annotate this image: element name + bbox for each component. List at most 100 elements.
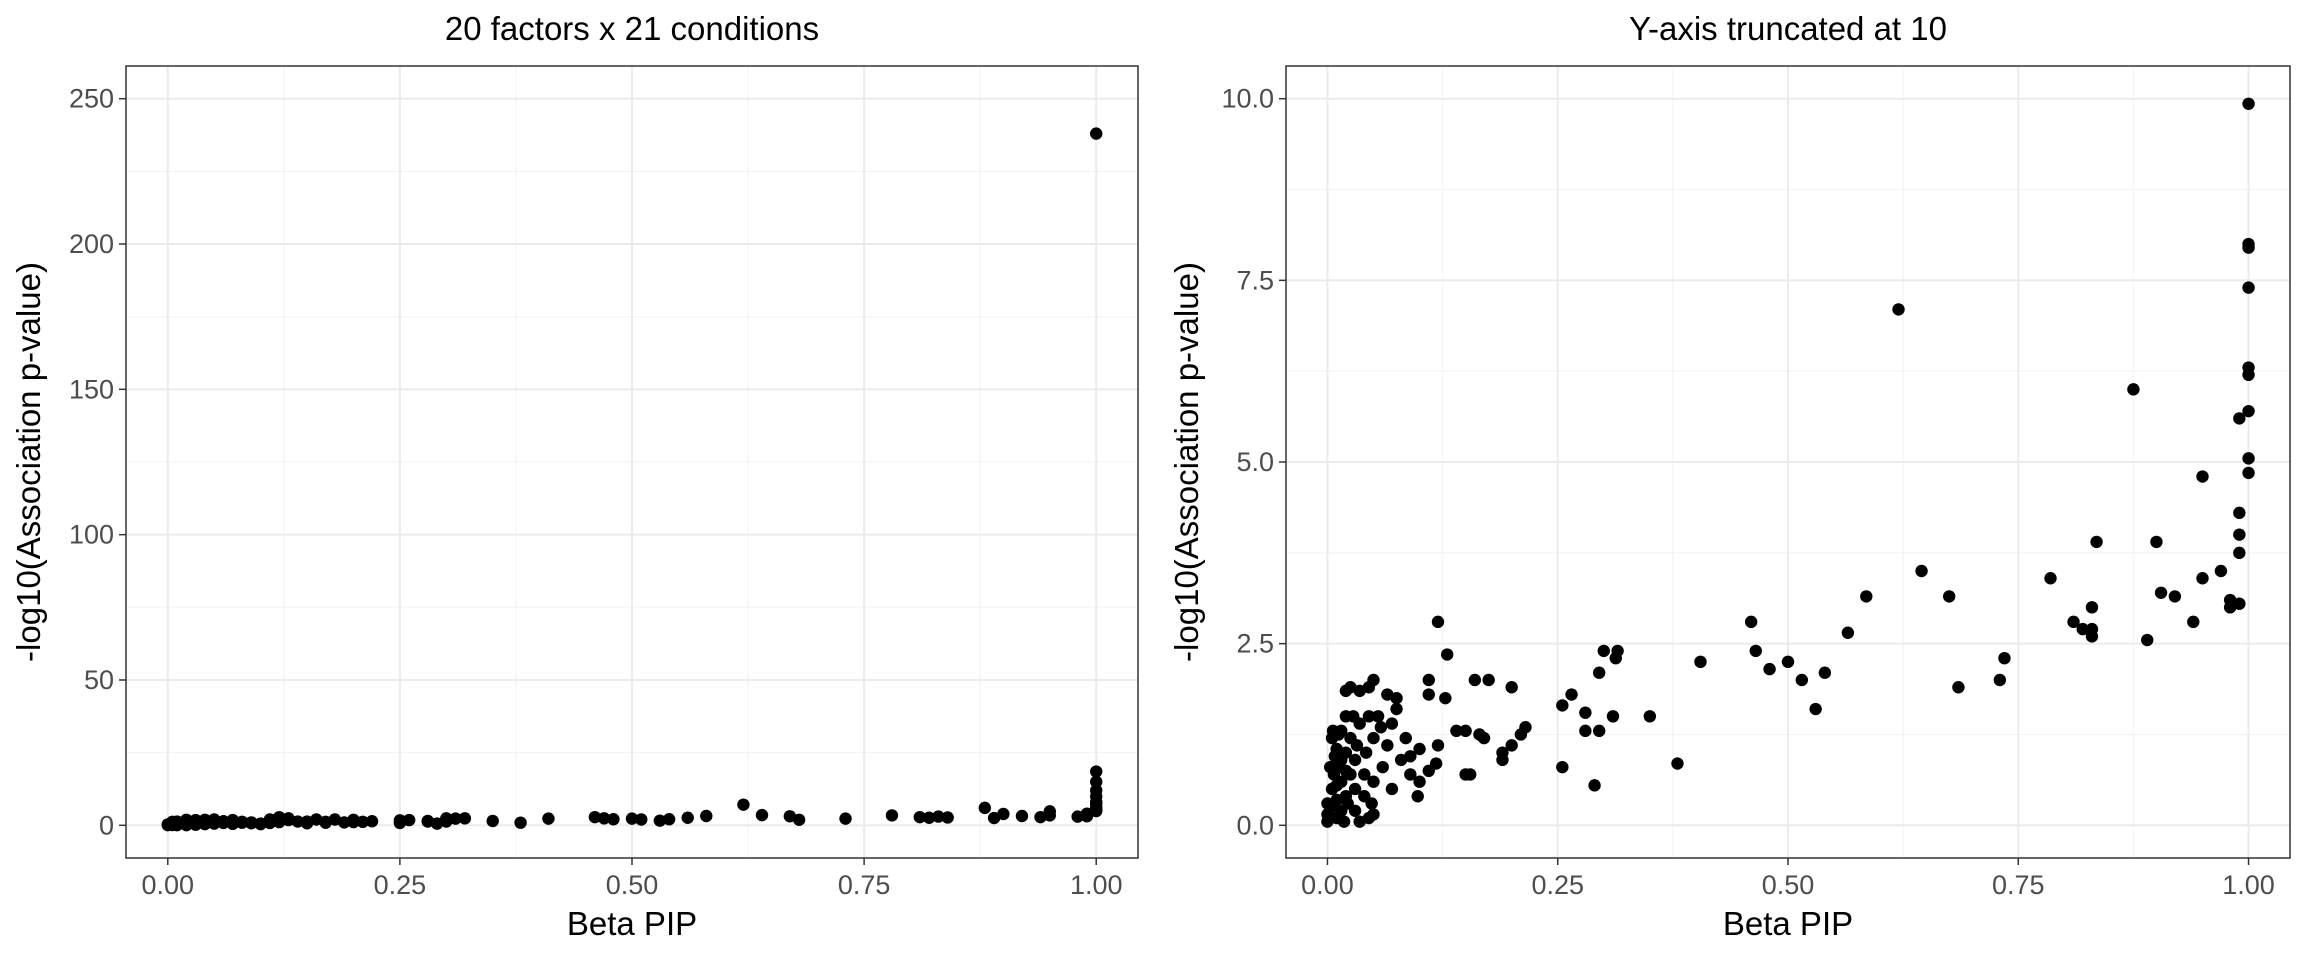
data-point	[1597, 644, 1610, 658]
data-point	[1374, 721, 1388, 734]
data-point	[440, 815, 453, 828]
data-point	[2242, 241, 2255, 254]
data-point	[1071, 810, 1084, 823]
data-point	[1915, 564, 1928, 578]
data-point	[1080, 810, 1094, 823]
data-point	[514, 816, 527, 829]
data-point	[2044, 572, 2057, 585]
data-point	[1565, 688, 1578, 701]
data-point	[588, 810, 602, 824]
data-point	[272, 815, 286, 829]
data-point	[486, 814, 499, 828]
data-point	[625, 812, 639, 825]
y-tick-label: 0	[99, 810, 114, 840]
x-tick-label: 0.50	[606, 870, 659, 900]
data-point	[161, 818, 174, 832]
data-point	[2150, 535, 2163, 549]
data-point	[1841, 626, 1855, 639]
data-point	[1321, 797, 1334, 810]
data-point	[1781, 655, 1795, 669]
data-point	[1359, 746, 1373, 759]
data-point	[1328, 750, 1342, 763]
data-point	[1431, 615, 1445, 629]
data-point	[1422, 764, 1435, 778]
data-point	[635, 813, 648, 826]
data-point	[2085, 601, 2099, 614]
data-point	[2085, 630, 2099, 643]
data-point	[1998, 651, 2011, 665]
data-point	[681, 811, 694, 824]
data-point	[421, 814, 434, 828]
data-point	[1413, 742, 1426, 756]
data-point	[1367, 808, 1380, 821]
data-point	[997, 807, 1010, 821]
data-point	[2242, 368, 2255, 382]
x-axis-label: Beta PIP	[1723, 905, 1853, 942]
data-point	[1015, 809, 1029, 823]
data-point	[1643, 710, 1657, 723]
data-point	[542, 812, 555, 825]
data-point	[1609, 651, 1622, 665]
data-point	[1371, 710, 1385, 723]
data-point	[189, 818, 202, 831]
data-point	[2196, 572, 2209, 585]
data-point	[662, 812, 676, 826]
data-point	[978, 801, 992, 815]
data-point	[1394, 753, 1408, 767]
x-tick-label: 1.00	[1070, 870, 1123, 900]
data-point	[1348, 753, 1362, 767]
data-point	[1431, 739, 1445, 752]
y-tick-label: 100	[69, 520, 114, 550]
y-tick-label: 10.0	[1221, 84, 1274, 114]
data-point	[1348, 782, 1362, 796]
data-point	[2187, 615, 2200, 629]
data-point	[1606, 710, 1620, 723]
data-point	[1744, 615, 1758, 629]
data-point	[1439, 691, 1452, 705]
data-point	[737, 798, 750, 811]
data-point	[755, 808, 769, 822]
chart-panel-1: 0.00 0.25 0.50 0.75 1.00 0 50 100 150 200 250 20 fa…	[10, 10, 1139, 942]
data-point	[1362, 710, 1376, 723]
data-point	[1450, 724, 1463, 738]
data-point	[1942, 590, 1956, 603]
data-point	[597, 812, 611, 825]
data-point	[1385, 717, 1399, 730]
data-point	[1399, 731, 1412, 745]
data-point	[347, 813, 360, 826]
y-tick-label: 200	[69, 229, 114, 259]
data-point	[1321, 815, 1334, 828]
x-tick-label: 0.75	[1992, 870, 2045, 900]
data-point	[2067, 615, 2080, 629]
data-point	[2242, 404, 2255, 418]
data-point	[885, 809, 899, 822]
data-point	[1459, 724, 1472, 738]
data-point	[254, 817, 267, 831]
data-point	[1376, 760, 1389, 774]
data-point	[2242, 97, 2255, 110]
data-point	[1694, 655, 1707, 669]
data-point	[1795, 673, 1809, 687]
data-point	[1496, 753, 1509, 767]
data-point	[1556, 760, 1569, 774]
y-axis-label: -log10(Association p-value)	[10, 262, 47, 662]
data-point	[913, 810, 927, 824]
data-point	[1514, 728, 1528, 741]
data-point	[1993, 673, 2007, 687]
data-point	[2242, 281, 2255, 294]
data-point	[1860, 590, 1873, 603]
data-point	[1592, 666, 1606, 679]
data-point	[1749, 644, 1762, 658]
data-point	[1671, 757, 1684, 770]
x-tick-label: 0.50	[1762, 870, 1815, 900]
data-point	[1390, 702, 1403, 716]
data-point	[1422, 688, 1435, 701]
data-point	[783, 810, 797, 823]
data-point	[1339, 710, 1353, 723]
data-point	[458, 812, 472, 825]
data-point	[2127, 383, 2140, 396]
data-point	[1473, 728, 1486, 741]
data-point	[1339, 684, 1353, 698]
data-point	[430, 817, 444, 830]
